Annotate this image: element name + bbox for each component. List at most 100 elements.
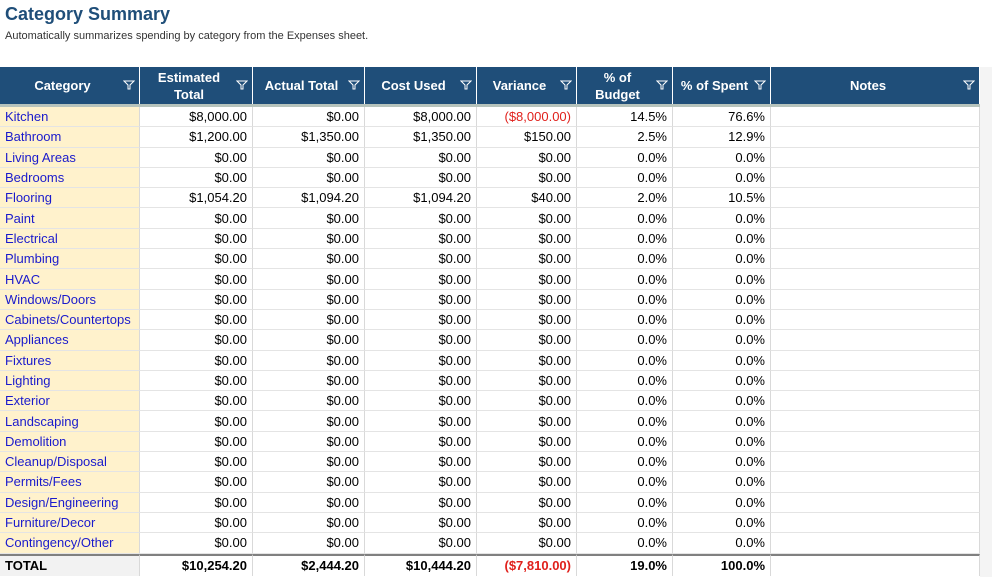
filter-button[interactable] xyxy=(963,80,975,90)
cell-value: $0.00 xyxy=(140,533,253,554)
cell-value: $0.00 xyxy=(140,350,253,371)
cell-value: Lighting xyxy=(0,370,140,392)
header-text: Actual Total xyxy=(264,78,339,93)
cell-value: 0.0% xyxy=(577,269,673,290)
cell-value: 0.0% xyxy=(673,309,771,331)
cell-value: 0.0% xyxy=(673,208,771,229)
data-row: Bedrooms $0.00 $0.00 $0.00 $0.00 0.0% 0.0% xyxy=(0,167,980,189)
cell-value: $0.00 xyxy=(365,269,477,290)
cell-value: 0.0% xyxy=(577,350,673,371)
cell-value: 0.0% xyxy=(577,249,673,270)
cell-value: 0.0% xyxy=(577,391,673,412)
cell-value: Landscaping xyxy=(0,411,140,432)
cell-value: 0.0% xyxy=(673,533,771,554)
cell-value: $0.00 xyxy=(253,330,365,351)
empty-cell xyxy=(771,330,980,351)
cell-value: $0.00 xyxy=(477,411,577,432)
empty-cell xyxy=(771,188,980,209)
header-text: Variance xyxy=(492,78,547,93)
cell-value: Electrical xyxy=(0,228,140,250)
cell-value: 0.0% xyxy=(577,411,673,432)
filter-button[interactable] xyxy=(236,80,248,90)
total-row: TOTAL $10,254.20 $2,444.20 $10,444.20 ($7,81… xyxy=(0,553,980,576)
cell-value: 14.5% xyxy=(577,107,673,128)
cell-value: 0.0% xyxy=(673,228,771,250)
cell-value: $0.00 xyxy=(253,147,365,168)
data-row: Flooring $1,054.20 $1,094.20 $1,094.20 $40.0… xyxy=(0,188,980,209)
cell-value: $0.00 xyxy=(140,411,253,432)
data-row: Living Areas $0.00 $0.00 $0.00 $0.00 0.0% 0.0% xyxy=(0,147,980,168)
empty-cell xyxy=(771,350,980,371)
empty-cell xyxy=(771,127,980,148)
cell-value: $0.00 xyxy=(253,107,365,128)
cell-value: $0.00 xyxy=(477,167,577,189)
cell-value: 0.0% xyxy=(577,472,673,493)
cell-value: $0.00 xyxy=(253,208,365,229)
cell-value: 0.0% xyxy=(577,512,673,534)
filter-button[interactable] xyxy=(348,80,360,90)
cell-value: Cabinets/Countertops xyxy=(0,309,140,331)
sheet-subtitle: Automatically summarizes spending by cat… xyxy=(5,30,369,42)
data-row: Plumbing $0.00 $0.00 $0.00 $0.00 0.0% 0.0% xyxy=(0,249,980,270)
empty-cell xyxy=(771,269,980,290)
sheet-title: Category Summary xyxy=(5,4,171,24)
filter-button[interactable] xyxy=(560,80,572,90)
cell-value: ($8,000.00) xyxy=(477,107,577,128)
data-row: Exterior $0.00 $0.00 $0.00 $0.00 0.0% 0.0% xyxy=(0,391,980,412)
cell-value: $10,254.20 xyxy=(140,553,253,576)
cell-value: $0.00 xyxy=(140,512,253,534)
empty-cell xyxy=(771,431,980,453)
cell-value: $0.00 xyxy=(365,452,477,473)
empty-cell xyxy=(771,309,980,331)
cell-value: 0.0% xyxy=(673,411,771,432)
cell-value: $0.00 xyxy=(365,167,477,189)
cell-value: $0.00 xyxy=(253,533,365,554)
data-row: Permits/Fees $0.00 $0.00 $0.00 $0.00 0.0% 0.0% xyxy=(0,472,980,493)
filter-button[interactable] xyxy=(123,80,135,90)
cell-value: $0.00 xyxy=(253,370,365,392)
filter-button[interactable] xyxy=(656,80,668,90)
cell-value: $8,000.00 xyxy=(365,107,477,128)
column-header: Cost Used xyxy=(365,67,477,104)
cell-value: Permits/Fees xyxy=(0,472,140,493)
data-row: Kitchen $8,000.00 $0.00 $8,000.00 ($8,000.00… xyxy=(0,107,980,128)
cell-value: Appliances xyxy=(0,330,140,351)
cell-value: $0.00 xyxy=(253,452,365,473)
cell-value: 0.0% xyxy=(673,289,771,310)
cell-value: $0.00 xyxy=(365,309,477,331)
cell-value: $0.00 xyxy=(140,309,253,331)
header-text: Notes xyxy=(849,78,887,93)
cell-value: $0.00 xyxy=(477,208,577,229)
cell-value: 0.0% xyxy=(673,350,771,371)
cell-value: $0.00 xyxy=(477,289,577,310)
data-row: Paint $0.00 $0.00 $0.00 $0.00 0.0% 0.0% xyxy=(0,208,980,229)
cell-value: Exterior xyxy=(0,391,140,412)
filter-button[interactable] xyxy=(460,80,472,90)
empty-cell xyxy=(771,512,980,534)
cell-value: 0.0% xyxy=(577,167,673,189)
cell-value: 0.0% xyxy=(673,472,771,493)
cell-value: $0.00 xyxy=(140,147,253,168)
data-row: Bathroom $1,200.00 $1,350.00 $1,350.00 $150.… xyxy=(0,127,980,148)
cell-value: Plumbing xyxy=(0,249,140,270)
header-text: Cost Used xyxy=(381,78,446,93)
cell-value: 100.0% xyxy=(673,553,771,576)
cell-value: 2.0% xyxy=(577,188,673,209)
cell-value: $1,054.20 xyxy=(140,188,253,209)
summary-table: Category Estimated Total Actual Total Cost … xyxy=(0,67,980,576)
cell-value: $0.00 xyxy=(365,472,477,493)
cell-value: $0.00 xyxy=(477,452,577,473)
cell-value: $0.00 xyxy=(140,249,253,270)
cell-value: 0.0% xyxy=(673,147,771,168)
cell-value: Flooring xyxy=(0,188,140,209)
cell-value: $0.00 xyxy=(253,431,365,453)
cell-value: $0.00 xyxy=(140,492,253,513)
filter-button[interactable] xyxy=(754,80,766,90)
empty-cell xyxy=(771,167,980,189)
cell-value: Paint xyxy=(0,208,140,229)
empty-cell xyxy=(771,107,980,128)
empty-cell xyxy=(771,289,980,310)
header-separator xyxy=(0,104,980,107)
data-row: Fixtures $0.00 $0.00 $0.00 $0.00 0.0% 0.0% xyxy=(0,350,980,371)
cell-value: $0.00 xyxy=(253,167,365,189)
